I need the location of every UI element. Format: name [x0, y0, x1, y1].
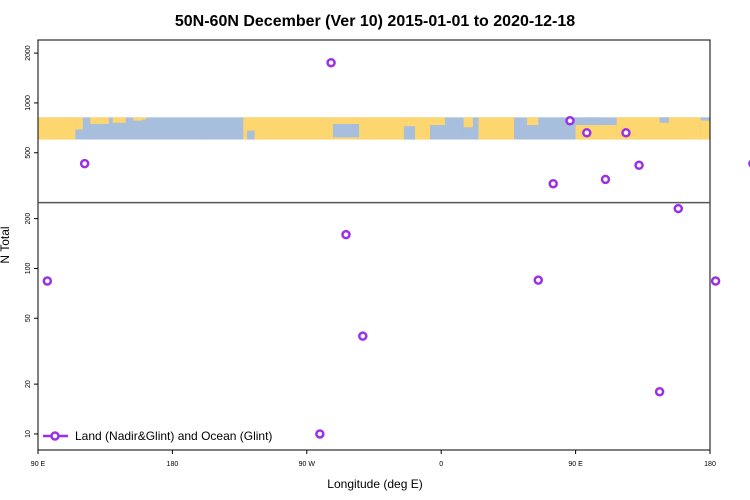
data-point — [341, 229, 351, 240]
map-water — [332, 123, 360, 138]
x-tick-label: 90 E — [31, 461, 46, 468]
map-water — [452, 121, 464, 137]
data-point — [710, 276, 721, 286]
x-tick-label: 0 — [439, 461, 443, 468]
map-land — [575, 125, 617, 140]
x-tick-label: 180 — [167, 461, 179, 468]
world-map-strip — [38, 117, 710, 140]
y-tick-label: 500 — [25, 147, 32, 159]
data-point — [565, 116, 575, 126]
map-land — [478, 117, 514, 140]
y-axis-label: N Total — [0, 226, 12, 263]
map-land — [38, 117, 76, 140]
map-water — [403, 126, 416, 140]
chart-title: 50N-60N December (Ver 10) 2015-01-01 to … — [175, 13, 575, 30]
map-land — [133, 117, 147, 121]
data-points — [42, 57, 750, 439]
x-tick-label: 90 W — [299, 461, 316, 468]
legend-label: Land (Nadir&Glint) and Ocean (Glint) — [75, 429, 272, 443]
y-tick-label: 50 — [25, 314, 32, 322]
data-point — [582, 128, 592, 138]
data-point — [326, 57, 336, 68]
data-point — [621, 128, 631, 138]
data-point — [654, 386, 665, 397]
y-axis: 10 20 50 100 200 500 1000 2000 — [25, 45, 38, 438]
map-land — [75, 117, 83, 130]
map-land — [700, 120, 710, 140]
map-land — [527, 117, 539, 126]
data-point — [548, 178, 558, 189]
x-tick-label: 180 — [704, 461, 716, 468]
plot-frame — [37, 39, 711, 451]
y-tick-label: 200 — [25, 213, 32, 225]
map-water — [198, 129, 210, 140]
legend: Land (Nadir&Glint) and Ocean (Glint) — [43, 429, 272, 443]
x-axis: 90 E 180 90 W 0 90 E 180 — [31, 450, 716, 468]
data-point — [42, 276, 53, 286]
map-land — [616, 117, 701, 140]
data-point — [673, 203, 684, 214]
data-point — [79, 158, 90, 169]
data-point — [358, 331, 368, 341]
y-tick-label: 2000 — [25, 45, 32, 61]
y-tick-label: 100 — [25, 263, 32, 275]
y-tick-label: 20 — [25, 380, 32, 388]
map-land — [430, 117, 445, 126]
data-point — [315, 429, 325, 439]
data-point — [533, 275, 544, 285]
map-water — [179, 121, 195, 133]
data-point — [600, 174, 611, 185]
map-water — [247, 130, 255, 140]
legend-marker — [50, 431, 60, 441]
y-tick-label: 1000 — [25, 95, 32, 111]
map-land — [112, 117, 126, 123]
map-water — [659, 117, 669, 123]
x-tick-label: 90 E — [568, 461, 583, 468]
map-water — [142, 119, 154, 138]
map-land — [463, 117, 473, 128]
map-land — [90, 117, 109, 124]
data-point — [634, 160, 644, 171]
map-water — [586, 117, 598, 126]
x-axis-label: Longitude (deg E) — [327, 477, 422, 491]
y-tick-label: 10 — [25, 430, 32, 438]
